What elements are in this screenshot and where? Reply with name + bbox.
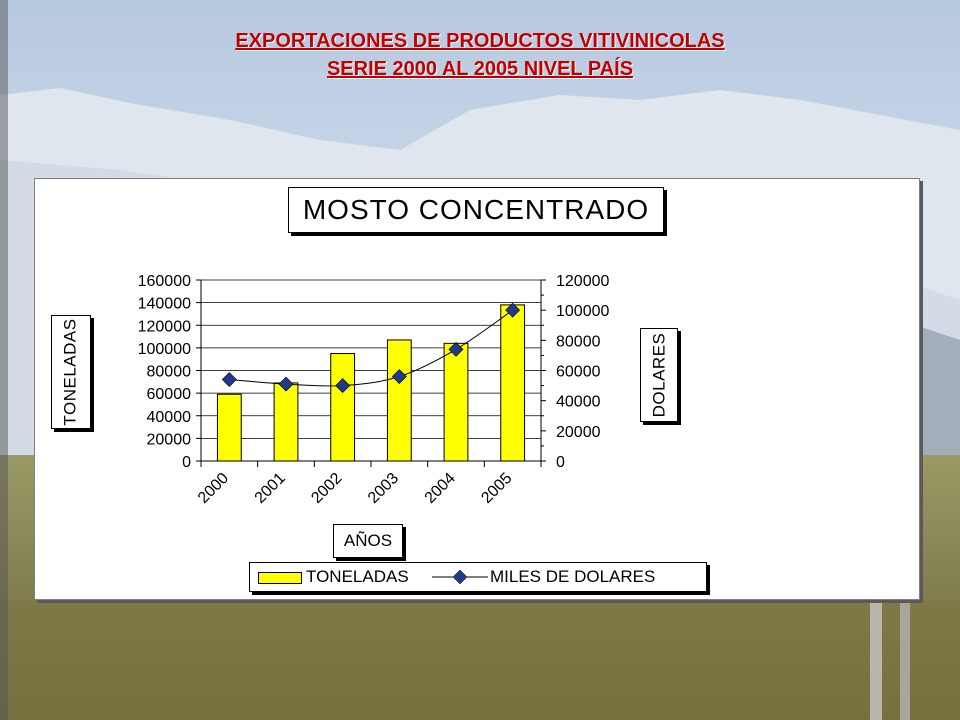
y-axis-left-label-box: TONELADAS	[51, 315, 91, 429]
chart-title: MOSTO CONCENTRADO	[288, 187, 664, 233]
bar	[500, 304, 526, 462]
x-tick-label: 2005	[478, 470, 515, 507]
bar	[330, 353, 356, 462]
y-right-tick-label: 100000	[556, 303, 609, 320]
legend-label-dolares: MILES DE DOLARES	[490, 567, 656, 586]
legend: TONELADAS MILES DE DOLARES	[249, 562, 707, 592]
y-left-tick-label: 0	[182, 454, 191, 471]
legend-swatch-bar	[258, 572, 302, 584]
y-right-tick-label: 60000	[556, 364, 601, 381]
line-point	[335, 378, 351, 394]
heading-title: EXPORTACIONES DE PRODUCTOS VITIVINICOLAS	[235, 30, 725, 52]
x-tick-label: 2002	[308, 470, 345, 507]
legend-label-toneladas: TONELADAS	[306, 567, 409, 586]
y-left-tick-label: 80000	[147, 364, 192, 381]
y-right-tick-label: 120000	[556, 273, 609, 290]
y-axis-right-label-box: DOLARES	[640, 328, 678, 422]
line-point	[505, 302, 521, 318]
legend-swatch-line	[432, 569, 488, 585]
line-point	[448, 341, 464, 357]
x-tick-label: 2001	[252, 470, 289, 507]
y-left-tick-label: 40000	[147, 409, 192, 426]
line-point	[221, 372, 237, 387]
y-left-tick-label: 160000	[138, 273, 191, 290]
chart-panel	[34, 178, 920, 600]
x-axis-label: AÑOS	[333, 524, 403, 558]
line-point	[278, 376, 294, 392]
legend-marker-icon	[452, 569, 468, 585]
x-tick-label: 2003	[365, 470, 402, 507]
y-left-tick-label: 120000	[138, 318, 191, 335]
bar	[443, 342, 469, 462]
bar	[216, 393, 242, 462]
y-right-tick-label: 20000	[556, 424, 601, 441]
y-left-tick-label: 60000	[147, 386, 192, 403]
heading-subtitle: SERIE 2000 AL 2005 NIVEL PAÍS	[326, 58, 634, 80]
y-left-tick-label: 100000	[138, 341, 191, 358]
x-tick-label: 2004	[422, 470, 459, 507]
y-right-tick-label: 40000	[556, 394, 601, 411]
line-point	[391, 369, 407, 384]
y-right-tick-label: 0	[556, 454, 565, 471]
bar	[386, 339, 412, 462]
y-right-tick-label: 80000	[556, 333, 601, 350]
y-left-tick-label: 140000	[138, 296, 191, 313]
bar	[273, 382, 299, 462]
y-left-tick-label: 20000	[147, 431, 192, 448]
x-tick-label: 2000	[195, 470, 232, 507]
